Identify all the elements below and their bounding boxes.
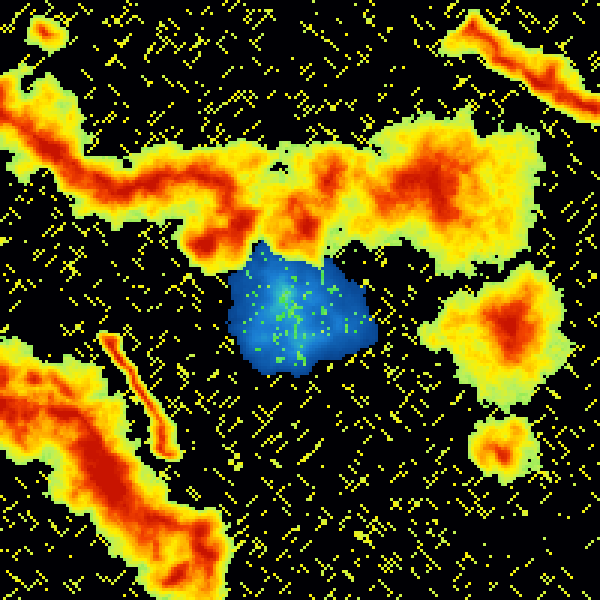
radar-intensity-heatmap	[0, 0, 600, 600]
radar-image-viewport	[0, 0, 600, 600]
